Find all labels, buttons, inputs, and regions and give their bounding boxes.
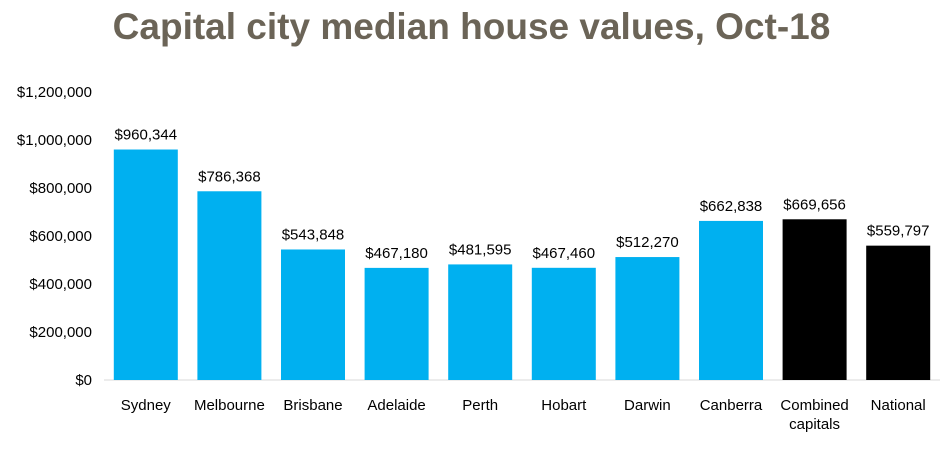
- bar: [197, 191, 262, 380]
- category-label: Melbourne: [194, 397, 265, 414]
- bar: [782, 219, 847, 380]
- data-label: $669,656: [783, 196, 846, 213]
- category-label-line: Sydney: [121, 397, 172, 414]
- data-label: $960,344: [115, 127, 178, 144]
- y-tick-label: $600,000: [29, 228, 92, 245]
- chart-title: Capital city median house values, Oct-18: [112, 6, 831, 47]
- bar: [615, 257, 680, 380]
- y-tick-label: $1,200,000: [17, 84, 92, 101]
- category-label-line: Adelaide: [367, 397, 425, 414]
- category-label: Perth: [462, 397, 498, 414]
- y-tick-label: $0: [75, 372, 92, 389]
- bar: [531, 267, 596, 380]
- category-label: Combined capitals: [780, 397, 848, 433]
- bar: [113, 149, 178, 380]
- category-label: Brisbane: [283, 397, 342, 414]
- category-label-line: Melbourne: [194, 397, 265, 414]
- category-label: National: [871, 397, 926, 414]
- category-label-line: Darwin: [624, 397, 671, 414]
- category-label: Adelaide: [367, 397, 425, 414]
- category-label-line: Canberra: [700, 397, 763, 414]
- data-label: $786,368: [198, 168, 261, 185]
- y-tick-label: $1,000,000: [17, 132, 92, 149]
- data-label: $543,848: [282, 226, 345, 243]
- category-label-line: National: [871, 397, 926, 414]
- category-label-line: Perth: [462, 397, 498, 414]
- data-label: $467,180: [365, 245, 428, 262]
- category-label-line: Combined: [780, 397, 848, 414]
- data-label: $481,595: [449, 241, 512, 258]
- category-label: Darwin: [624, 397, 671, 414]
- category-label-line: Brisbane: [283, 397, 342, 414]
- y-tick-label: $400,000: [29, 276, 92, 293]
- data-label: $467,460: [533, 245, 596, 262]
- data-label: $559,797: [867, 223, 930, 240]
- bar: [866, 245, 931, 380]
- category-label: Sydney: [121, 397, 172, 414]
- bar: [281, 249, 345, 380]
- data-label: $512,270: [616, 234, 679, 251]
- category-label: Hobart: [541, 397, 587, 414]
- category-label-line: Hobart: [541, 397, 587, 414]
- bar: [364, 267, 429, 380]
- y-tick-label: $800,000: [29, 180, 92, 197]
- category-label-line: capitals: [789, 416, 840, 433]
- y-tick-label: $200,000: [29, 324, 92, 341]
- category-label: Canberra: [700, 397, 763, 414]
- bar: [448, 264, 513, 380]
- data-label: $662,838: [700, 198, 763, 215]
- bar: [699, 220, 763, 380]
